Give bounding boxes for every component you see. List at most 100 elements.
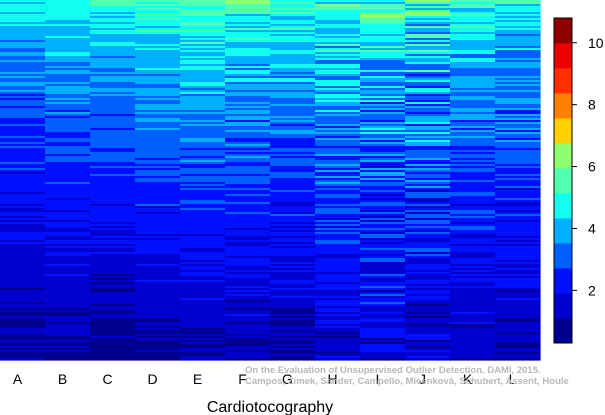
heatmap-cell-A-117	[0, 234, 46, 237]
heatmap-cell-H-40	[315, 80, 361, 83]
heatmap-cell-I-140	[360, 280, 406, 283]
heatmap-cell-F-87	[225, 174, 271, 177]
heatmap-cell-L-48	[495, 96, 541, 99]
heatmap-cell-J-112	[405, 224, 451, 227]
heatmap-cell-L-28	[495, 56, 541, 59]
heatmap-cell-I-173	[360, 346, 406, 349]
heatmap-cell-H-116	[315, 232, 361, 235]
heatmap-cell-F-72	[225, 144, 271, 147]
heatmap-cell-D-69	[135, 138, 181, 141]
heatmap-cell-K-69	[450, 138, 496, 141]
heatmap-cell-H-179	[315, 358, 361, 361]
heatmap-cell-H-89	[315, 178, 361, 181]
heatmap-cell-A-123	[0, 246, 46, 249]
heatmap-cell-A-3	[0, 6, 46, 9]
heatmap-cell-E-124	[180, 248, 226, 251]
heatmap-cell-H-102	[315, 204, 361, 207]
heatmap-cell-E-50	[180, 100, 226, 103]
heatmap-cell-I-101	[360, 202, 406, 205]
heatmap-cell-A-102	[0, 204, 46, 207]
heatmap-cell-G-54	[270, 108, 316, 111]
heatmap-cell-D-63	[135, 126, 181, 129]
heatmap-cell-A-134	[0, 268, 46, 271]
heatmap-cell-L-41	[495, 82, 541, 85]
heatmap-cell-F-9	[225, 18, 271, 21]
heatmap-cell-B-106	[45, 212, 91, 215]
heatmap-cell-L-47	[495, 94, 541, 97]
heatmap-cell-J-126	[405, 252, 451, 255]
heatmap-cell-I-44	[360, 88, 406, 91]
heatmap-cell-G-67	[270, 134, 316, 137]
heatmap-cell-I-7	[360, 14, 406, 17]
heatmap-cell-B-73	[45, 146, 91, 149]
heatmap-cell-A-76	[0, 152, 46, 155]
heatmap-cell-K-71	[450, 142, 496, 145]
heatmap-cell-K-170	[450, 340, 496, 343]
heatmap-cell-K-118	[450, 236, 496, 239]
heatmap-cell-E-67	[180, 134, 226, 137]
heatmap-cell-B-151	[45, 302, 91, 305]
heatmap-cell-D-45	[135, 90, 181, 93]
heatmap-cell-F-33	[225, 66, 271, 69]
heatmap-cell-A-158	[0, 316, 46, 319]
heatmap-cell-B-135	[45, 270, 91, 273]
heatmap-cell-E-70	[180, 140, 226, 143]
heatmap-cell-E-23	[180, 46, 226, 49]
heatmap-cell-L-14	[495, 28, 541, 31]
heatmap-cell-J-140	[405, 280, 451, 283]
heatmap-cell-F-172	[225, 344, 271, 347]
heatmap-cell-J-0	[405, 0, 451, 3]
heatmap-cell-F-59	[225, 118, 271, 121]
heatmap-cell-F-36	[225, 72, 271, 75]
heatmap-cell-I-49	[360, 98, 406, 101]
heatmap-cell-D-85	[135, 170, 181, 173]
heatmap-cell-F-114	[225, 228, 271, 231]
heatmap-cell-D-94	[135, 188, 181, 191]
heatmap-cell-G-41	[270, 82, 316, 85]
heatmap-cell-B-148	[45, 296, 91, 299]
heatmap-cell-C-86	[90, 172, 136, 175]
heatmap-cell-G-83	[270, 166, 316, 169]
heatmap-cell-E-2	[180, 4, 226, 7]
heatmap-cell-F-43	[225, 86, 271, 89]
heatmap-cell-D-76	[135, 152, 181, 155]
heatmap-cell-B-85	[45, 170, 91, 173]
heatmap-cell-C-2	[90, 4, 136, 7]
heatmap-cell-L-94	[495, 188, 541, 191]
heatmap-cell-I-104	[360, 208, 406, 211]
heatmap-cell-C-94	[90, 188, 136, 191]
heatmap-cell-G-133	[270, 266, 316, 269]
heatmap-cell-K-142	[450, 284, 496, 287]
heatmap-cell-D-91	[135, 182, 181, 185]
heatmap-cell-H-107	[315, 214, 361, 217]
heatmap-cell-I-3	[360, 6, 406, 9]
heatmap-cell-L-74	[495, 148, 541, 151]
heatmap-cell-I-61	[360, 122, 406, 125]
heatmap-cell-I-138	[360, 276, 406, 279]
heatmap-cell-G-10	[270, 20, 316, 23]
heatmap-cell-E-178	[180, 356, 226, 359]
heatmap-cell-B-93	[45, 186, 91, 189]
heatmap-cell-D-139	[135, 278, 181, 281]
heatmap-cell-L-113	[495, 226, 541, 229]
heatmap-cell-H-85	[315, 170, 361, 173]
heatmap-cell-B-53	[45, 106, 91, 109]
heatmap-cell-B-177	[45, 354, 91, 357]
heatmap-cell-C-161	[90, 322, 136, 325]
heatmap-cell-C-21	[90, 42, 136, 45]
heatmap-cell-D-89	[135, 178, 181, 181]
heatmap-cell-H-80	[315, 160, 361, 163]
heatmap-cell-J-141	[405, 282, 451, 285]
heatmap-cell-E-28	[180, 56, 226, 59]
heatmap-cell-H-66	[315, 132, 361, 135]
heatmap-cell-F-116	[225, 232, 271, 235]
heatmap-cell-E-91	[180, 182, 226, 185]
heatmap-cell-K-5	[450, 10, 496, 13]
heatmap-cell-F-23	[225, 46, 271, 49]
heatmap-cell-L-108	[495, 216, 541, 219]
heatmap-cell-D-122	[135, 244, 181, 247]
heatmap-cell-C-50	[90, 100, 136, 103]
heatmap-cell-H-58	[315, 116, 361, 119]
heatmap-cell-G-81	[270, 162, 316, 165]
heatmap-cell-G-89	[270, 178, 316, 181]
